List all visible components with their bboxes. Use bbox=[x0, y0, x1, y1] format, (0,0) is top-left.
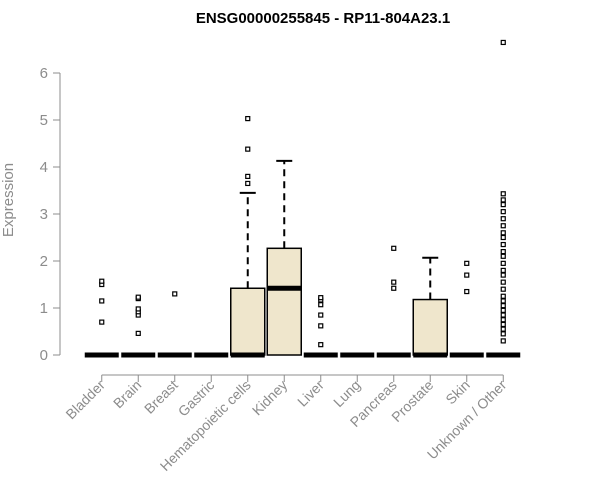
outlier-point bbox=[500, 230, 506, 236]
outlier-point bbox=[464, 288, 470, 295]
outlier-point bbox=[245, 173, 251, 179]
box-pancreas bbox=[376, 245, 411, 358]
outlier-point bbox=[391, 285, 397, 291]
y-tick-label: 0 bbox=[40, 347, 48, 364]
outlier-point bbox=[391, 245, 397, 251]
outlier-point bbox=[500, 312, 506, 318]
chart-title: ENSG00000255845 - RP11-804A23.1 bbox=[196, 10, 450, 27]
outlier-point bbox=[318, 295, 324, 301]
outlier-point bbox=[318, 312, 324, 318]
outlier-point bbox=[500, 216, 506, 222]
outlier-point bbox=[500, 241, 506, 248]
box-breast bbox=[157, 291, 192, 358]
box-skin bbox=[449, 260, 484, 358]
x-tick-label: Breast bbox=[141, 377, 181, 417]
outlier-point bbox=[245, 115, 251, 122]
box-bladder bbox=[84, 278, 119, 358]
outlier-point bbox=[99, 278, 105, 284]
box-body bbox=[230, 287, 266, 356]
outlier-point bbox=[318, 342, 324, 348]
x-tick-label: Bladder bbox=[62, 377, 108, 423]
outlier-point bbox=[500, 279, 506, 285]
outlier-point bbox=[500, 191, 506, 197]
box-prostate bbox=[412, 256, 448, 358]
outlier-point bbox=[245, 180, 251, 187]
outlier-point bbox=[135, 330, 141, 336]
outlier-point bbox=[464, 260, 470, 266]
outlier-point bbox=[500, 303, 506, 309]
y-tick-label: 5 bbox=[40, 112, 48, 129]
outlier-point bbox=[464, 272, 470, 278]
outlier-point bbox=[500, 202, 506, 208]
outlier-point bbox=[500, 253, 506, 259]
outlier-point bbox=[245, 146, 251, 152]
y-tick-label: 3 bbox=[40, 206, 48, 223]
x-tick-label: Brain bbox=[110, 377, 144, 411]
outlier-point bbox=[500, 293, 506, 299]
outlier-point bbox=[318, 302, 324, 308]
outlier-point bbox=[500, 307, 506, 313]
x-tick-label: Skin bbox=[442, 377, 473, 408]
x-tick-label: Kidney bbox=[249, 377, 291, 419]
outlier-point bbox=[500, 321, 506, 328]
outlier-point bbox=[99, 319, 105, 325]
box-body bbox=[412, 298, 448, 356]
outlier-point bbox=[135, 306, 141, 312]
box-hematopoietic-cells bbox=[230, 115, 266, 358]
outlier-point bbox=[135, 294, 141, 300]
outlier-point bbox=[500, 260, 506, 266]
boxes bbox=[84, 39, 521, 358]
outlier-point bbox=[318, 323, 324, 329]
y-tick-label: 2 bbox=[40, 253, 48, 270]
outlier-point bbox=[172, 291, 178, 297]
outlier-point bbox=[500, 286, 506, 292]
outlier-point bbox=[500, 249, 506, 255]
y-tick-label: 4 bbox=[40, 159, 48, 176]
outlier-point bbox=[500, 197, 506, 203]
outlier-point bbox=[391, 279, 397, 285]
y-tick-label: 6 bbox=[40, 65, 48, 82]
outlier-point bbox=[99, 298, 105, 304]
box-liver bbox=[303, 295, 338, 358]
outlier-point bbox=[500, 272, 506, 278]
box-body bbox=[266, 247, 302, 356]
box-kidney bbox=[266, 159, 302, 356]
outlier-point bbox=[500, 331, 506, 337]
outlier-point bbox=[500, 39, 506, 46]
outlier-point bbox=[500, 326, 506, 332]
box-unknown-other bbox=[486, 39, 521, 358]
outlier-point bbox=[500, 298, 506, 304]
outlier-point bbox=[500, 209, 506, 215]
outlier-point bbox=[500, 317, 506, 323]
box-brain bbox=[121, 294, 156, 358]
y-axis: 0 1 2 3 4 5 6 bbox=[40, 65, 61, 364]
x-tick-label: Liver bbox=[294, 377, 327, 410]
outlier-point bbox=[500, 223, 506, 229]
outlier-point bbox=[500, 338, 506, 344]
outlier-point bbox=[500, 267, 506, 273]
y-tick-label: 1 bbox=[40, 300, 48, 317]
x-tick-label: Lung bbox=[330, 377, 363, 410]
y-axis-title: Expression bbox=[0, 163, 17, 237]
outlier-point bbox=[500, 234, 506, 241]
